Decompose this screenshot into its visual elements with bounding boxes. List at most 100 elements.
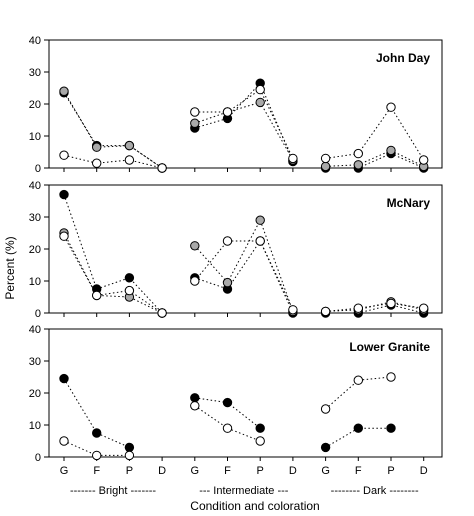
- data-point: [92, 158, 102, 168]
- series-line: [63, 92, 163, 169]
- data-point: [124, 155, 135, 165]
- data-point: [320, 306, 331, 317]
- data-point: [386, 145, 396, 156]
- data-point: [419, 155, 429, 165]
- series-line: [63, 378, 130, 448]
- x-tick-label: F: [224, 465, 231, 477]
- panel: 0 10 20 30 40 McNary: [29, 180, 443, 320]
- data-point: [288, 305, 298, 315]
- panel-title: John Day: [376, 51, 430, 65]
- series-line: [194, 218, 294, 312]
- y-tick-label: 30: [29, 212, 41, 224]
- y-tick-label: 40: [29, 324, 41, 336]
- data-point: [59, 231, 69, 241]
- x-tick-label: D: [420, 465, 428, 477]
- data-point: [255, 236, 265, 246]
- series-line: [63, 235, 163, 314]
- x-group-label: -------- Dark --------: [331, 485, 419, 497]
- panel-frame: [48, 184, 443, 314]
- x-tick-label: P: [257, 465, 264, 477]
- y-tick-label: 40: [29, 35, 41, 47]
- data-point: [92, 428, 102, 438]
- series-line: [325, 301, 424, 312]
- x-group-label: --- Intermediate ---: [199, 485, 289, 497]
- x-tick-label: D: [158, 465, 166, 477]
- data-point: [255, 436, 265, 446]
- x-tick-label: G: [191, 465, 200, 477]
- series: [59, 373, 396, 453]
- series-line: [325, 153, 424, 169]
- data-point: [255, 97, 265, 108]
- series-line: [325, 149, 424, 167]
- data-point: [386, 372, 396, 382]
- data-point: [190, 393, 200, 403]
- data-point: [353, 160, 363, 170]
- data-point: [386, 102, 396, 112]
- data-point: [255, 84, 265, 95]
- data-point: [353, 423, 363, 433]
- panel-title: Lower Granite: [349, 340, 430, 354]
- data-point: [353, 375, 363, 385]
- data-point: [124, 140, 135, 151]
- data-point: [320, 404, 331, 414]
- series-line: [63, 194, 163, 314]
- data-point: [320, 161, 331, 172]
- series-line: [194, 82, 294, 162]
- x-axis: G F P D G F P D G F P D------- Bright ------- --- In…: [60, 465, 428, 497]
- x-axis-label: Condition and coloration: [190, 499, 319, 513]
- series: [59, 189, 429, 318]
- series-line: [194, 240, 294, 311]
- data-point: [353, 148, 363, 159]
- data-point: [419, 303, 429, 313]
- data-point: [92, 290, 102, 301]
- x-tick-label: P: [387, 465, 394, 477]
- data-point: [386, 423, 396, 433]
- data-point: [190, 241, 200, 251]
- y-tick-label: 0: [35, 452, 41, 464]
- series-line: [194, 88, 294, 159]
- x-tick-label: P: [126, 465, 133, 477]
- data-point: [190, 401, 200, 411]
- data-point: [124, 442, 135, 453]
- series: [59, 231, 429, 318]
- data-point: [59, 150, 69, 160]
- data-point: [59, 373, 69, 384]
- data-point: [157, 163, 167, 173]
- y-tick-label: 10: [29, 420, 41, 432]
- data-point: [222, 236, 233, 246]
- x-tick-label: F: [93, 465, 100, 477]
- x-tick-label: G: [60, 465, 69, 477]
- series-line: [63, 154, 163, 169]
- data-point: [222, 397, 233, 408]
- data-point: [222, 277, 233, 288]
- data-point: [288, 153, 298, 164]
- series-line: [325, 302, 424, 312]
- series-line: [194, 239, 294, 314]
- series-line: [63, 232, 163, 314]
- y-tick-label: 20: [29, 99, 41, 111]
- data-point: [59, 86, 69, 96]
- x-tick-label: G: [321, 465, 330, 477]
- data-point: [190, 107, 200, 117]
- series: [59, 86, 429, 173]
- data-point: [92, 142, 102, 152]
- series-line: [325, 427, 391, 448]
- data-point: [320, 153, 331, 164]
- data-point: [59, 189, 69, 200]
- chart-panels: 0 10 20 30 40 John Day 0 10 20 30 40 McNary 0 10 20 30 4…: [29, 35, 443, 464]
- panel: 0 10 20 30 40 John Day: [29, 35, 443, 175]
- series-line: [325, 304, 424, 314]
- series: [59, 372, 396, 461]
- data-point: [124, 285, 135, 296]
- series-line: [194, 405, 261, 442]
- x-tick-label: D: [289, 465, 297, 477]
- x-tick-label: F: [355, 465, 362, 477]
- y-tick-label: 0: [35, 163, 41, 175]
- y-tick-label: 20: [29, 244, 41, 256]
- y-axis-label: Percent (%): [3, 236, 17, 299]
- data-point: [124, 450, 135, 461]
- y-tick-label: 30: [29, 356, 41, 368]
- x-group-label: ------- Bright -------: [70, 485, 156, 497]
- series: [59, 84, 429, 173]
